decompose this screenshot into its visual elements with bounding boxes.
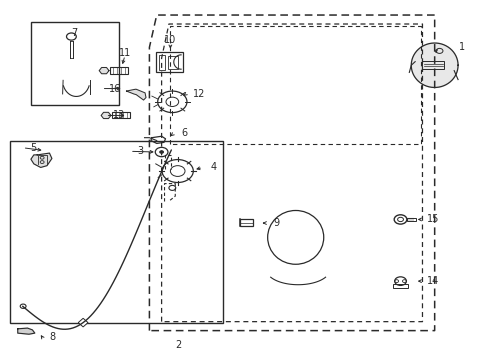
Bar	[406, 218, 415, 221]
Polygon shape	[78, 318, 88, 327]
Text: 2: 2	[175, 340, 182, 350]
Bar	[392, 284, 407, 288]
Circle shape	[159, 150, 163, 154]
Text: 4: 4	[210, 162, 216, 172]
Polygon shape	[126, 89, 146, 100]
Polygon shape	[31, 153, 52, 167]
Text: 16: 16	[109, 84, 121, 94]
Text: 6: 6	[181, 129, 187, 138]
Text: 8: 8	[49, 332, 56, 342]
Text: 11: 11	[119, 48, 131, 58]
Text: 13: 13	[113, 111, 125, 121]
Text: 7: 7	[71, 28, 77, 38]
Text: 5: 5	[30, 143, 36, 153]
Text: 10: 10	[164, 35, 176, 45]
Bar	[158, 55, 164, 69]
Polygon shape	[410, 43, 457, 87]
Text: 1: 1	[458, 42, 464, 52]
Bar	[167, 56, 177, 69]
Text: 9: 9	[273, 218, 279, 228]
Bar	[156, 51, 182, 72]
Polygon shape	[18, 328, 35, 334]
Bar	[239, 220, 253, 226]
Text: 3: 3	[137, 146, 143, 156]
Bar	[112, 112, 130, 118]
Bar	[110, 67, 128, 74]
Bar	[422, 61, 444, 69]
Text: 12: 12	[193, 89, 205, 99]
Bar	[10, 140, 222, 323]
Text: 14: 14	[427, 276, 439, 286]
Text: 15: 15	[427, 215, 439, 224]
Bar	[31, 22, 119, 105]
Polygon shape	[99, 68, 109, 74]
Polygon shape	[101, 112, 111, 118]
